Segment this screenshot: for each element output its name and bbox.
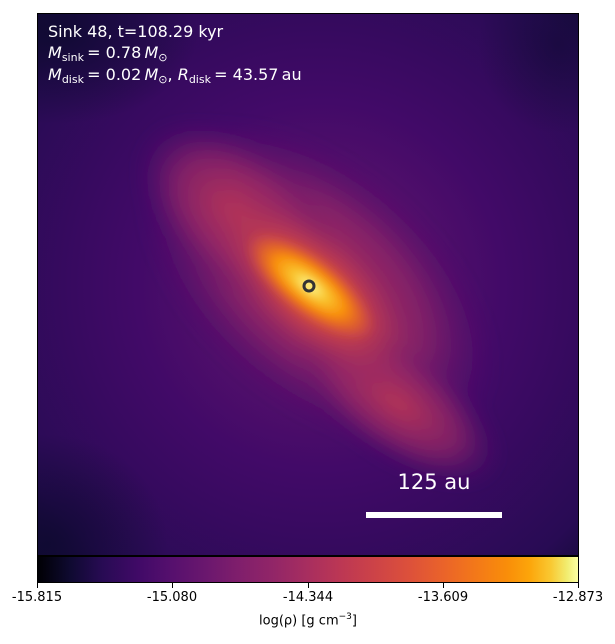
sink-time-label: Sink 48, t=108.29 kyr <box>48 22 224 41</box>
colorbar-tick-label: -13.609 <box>417 590 469 605</box>
colorbar-tick <box>308 583 309 588</box>
scalebar-label: 125 au <box>397 470 471 494</box>
sink-marker-icon <box>302 279 316 293</box>
colorbar-tick <box>37 583 38 588</box>
colorbar-tick-label: -12.873 <box>552 590 604 605</box>
density-image <box>38 14 578 555</box>
colorbar-tick-label: -15.080 <box>146 590 198 605</box>
colorbar-tick-label: -15.815 <box>11 590 63 605</box>
colorbar-tick <box>578 583 579 588</box>
dark-corner-bottom-left <box>38 434 168 555</box>
disk-core <box>245 232 375 340</box>
colorbar-tick <box>172 583 173 588</box>
colorbar-axis-label: log(ρ) [g cm−3] <box>259 612 357 629</box>
disk-properties-label: Mdisk = 0.02 M⊙, Rdisk = 43.57 au <box>48 65 302 86</box>
colorbar-tick-label: -14.344 <box>282 590 334 605</box>
density-map: Sink 48, t=108.29 kyr Msink = 0.78 M⊙ Md… <box>37 13 579 556</box>
dark-corner-top-left <box>38 14 198 124</box>
sink-mass-label: Msink = 0.78 M⊙ <box>48 43 168 64</box>
colorbar-tick <box>443 583 444 588</box>
scalebar <box>366 512 502 518</box>
colorbar <box>37 556 579 583</box>
dark-corner-top-right <box>478 14 578 134</box>
